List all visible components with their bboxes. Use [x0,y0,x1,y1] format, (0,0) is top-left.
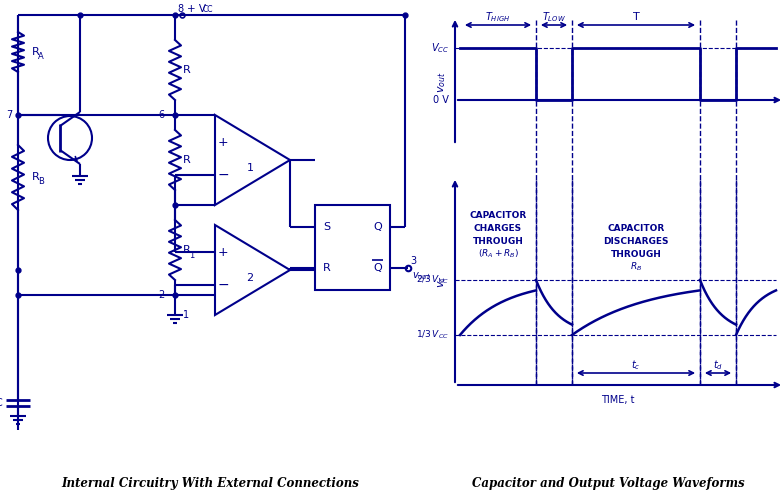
Text: CAPACITOR: CAPACITOR [470,211,527,220]
Text: + V: + V [187,4,206,14]
Text: $t_d$: $t_d$ [713,358,723,372]
Text: $2/3\,V_{CC}$: $2/3\,V_{CC}$ [416,274,449,286]
Text: R: R [183,245,191,255]
Text: 1: 1 [183,310,189,320]
Text: Internal Circuitry With External Connections: Internal Circuitry With External Connect… [61,477,359,490]
Text: CC: CC [203,4,213,13]
Text: $R_B$: $R_B$ [630,261,642,273]
Text: R: R [323,263,331,273]
Text: 2: 2 [246,273,253,283]
Text: 2: 2 [158,290,165,300]
Text: 8: 8 [177,4,183,14]
Text: R: R [32,172,40,182]
Text: C: C [0,398,2,408]
Bar [315,205,390,290]
Text: Capacitor and Output Voltage Waveforms: Capacitor and Output Voltage Waveforms [472,477,744,490]
Text: 0 V: 0 V [433,95,449,105]
Text: 7: 7 [5,110,12,120]
Text: A: A [38,51,44,60]
Text: THROUGH: THROUGH [473,237,524,246]
Text: $T_{LOW}$: $T_{LOW}$ [542,10,566,24]
Text: $v_c$: $v_c$ [436,275,448,288]
Text: TIME, t: TIME, t [601,395,635,405]
Text: CHARGES: CHARGES [474,224,522,233]
Text: $V_{CC}$: $V_{CC}$ [431,41,449,55]
Text: 3: 3 [410,256,416,266]
Text: $v_{out}$: $v_{out}$ [412,270,431,282]
Text: Q: Q [374,222,383,232]
Text: Q: Q [374,263,383,273]
Text: T: T [633,12,640,22]
Text: THROUGH: THROUGH [611,249,662,258]
Text: R: R [32,47,40,57]
Text: DISCHARGES: DISCHARGES [603,237,669,246]
Text: 1: 1 [246,163,253,173]
Text: +: + [218,246,228,258]
Text: S: S [324,222,331,232]
Text: −: − [217,278,229,292]
Text: $t_c$: $t_c$ [631,358,641,372]
Text: $(R_A + R_B)$: $(R_A + R_B)$ [477,248,518,260]
Text: −: − [217,168,229,182]
Text: +: + [218,135,228,148]
Text: 6: 6 [159,110,165,120]
Text: CAPACITOR: CAPACITOR [608,224,665,233]
Text: $T_{HIGH}$: $T_{HIGH}$ [485,10,510,24]
Text: R: R [183,65,191,75]
Polygon shape [215,225,290,315]
Text: R: R [183,155,191,165]
Text: $1/3\,V_{CC}$: $1/3\,V_{CC}$ [416,329,449,341]
Text: $v_{out}$: $v_{out}$ [436,71,448,93]
Polygon shape [215,115,290,205]
Text: B: B [38,176,44,185]
Text: 1: 1 [189,250,194,259]
